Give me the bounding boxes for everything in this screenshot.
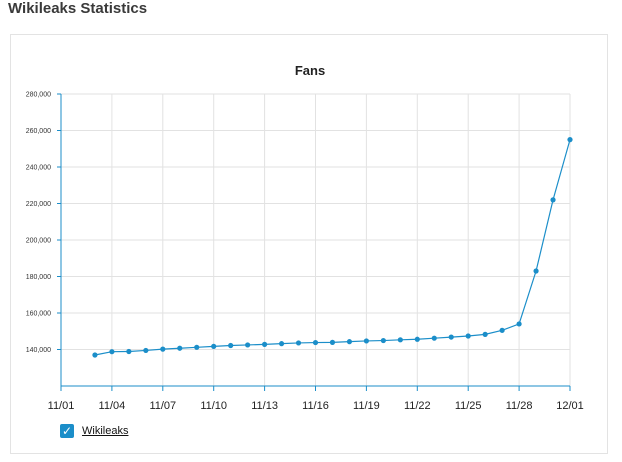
data-point <box>177 345 183 351</box>
checkmark-icon: ✓ <box>61 424 73 438</box>
x-tick-label: 12/01 <box>556 400 584 412</box>
legend-label-wikileaks[interactable]: Wikileaks <box>82 425 129 437</box>
y-tick-label: 240,000 <box>26 165 51 172</box>
data-point <box>194 344 200 350</box>
data-point <box>109 349 115 355</box>
data-point <box>228 342 234 349</box>
y-tick-label: 260,000 <box>26 128 51 135</box>
data-point <box>448 334 454 340</box>
x-tick-label: 11/22 <box>404 400 431 412</box>
data-point <box>245 342 251 348</box>
data-point <box>160 346 166 352</box>
data-point <box>126 348 132 355</box>
data-point <box>262 341 268 347</box>
data-point <box>482 331 488 337</box>
x-tick-label: 11/01 <box>48 400 75 412</box>
y-tick-label: 180,000 <box>26 274 51 281</box>
data-point <box>516 321 522 327</box>
axis-layer <box>57 93 571 391</box>
data-point <box>431 335 437 341</box>
x-tick-label: 11/25 <box>455 400 482 412</box>
x-tick-label: 11/04 <box>99 400 126 412</box>
page-title: Wikileaks Statistics <box>8 0 148 17</box>
label-layer: 140,000 160,000 180,000 200,000 220,000 240,0… <box>26 92 584 413</box>
data-point <box>465 333 471 339</box>
x-tick-label: 11/07 <box>149 400 176 412</box>
data-point <box>346 339 353 345</box>
data-point <box>211 343 217 349</box>
y-tick-label: 220,000 <box>26 201 51 208</box>
data-point <box>499 327 505 333</box>
data-point <box>278 341 285 347</box>
chart-panel <box>10 34 608 454</box>
x-tick-label: 11/13 <box>251 400 278 412</box>
data-point <box>533 268 539 274</box>
data-point <box>312 339 319 346</box>
data-point <box>295 340 302 346</box>
data-point <box>567 137 573 143</box>
chart-title: Fans <box>295 63 325 78</box>
x-tick-label: 11/10 <box>200 400 227 412</box>
legend: ✓ Wikileaks <box>60 424 128 438</box>
x-tick-label: 11/19 <box>353 400 380 412</box>
x-tick-label: 11/28 <box>506 400 533 412</box>
series-layer <box>92 137 573 358</box>
data-point <box>143 347 149 354</box>
series-line-wikileaks <box>94 139 571 356</box>
data-point <box>380 337 386 344</box>
y-tick-label: 160,000 <box>26 311 51 318</box>
y-tick-label: 140,000 <box>26 347 51 354</box>
data-point <box>329 339 336 345</box>
legend-checkbox[interactable]: ✓ <box>60 424 74 438</box>
x-tick-label: 11/16 <box>302 400 329 412</box>
data-point <box>92 352 98 358</box>
y-tick-label: 200,000 <box>26 238 51 245</box>
data-point <box>397 337 403 343</box>
data-point <box>550 197 556 203</box>
y-tick-label: 280,000 <box>26 92 51 99</box>
data-point <box>363 338 369 344</box>
data-point <box>414 336 420 342</box>
